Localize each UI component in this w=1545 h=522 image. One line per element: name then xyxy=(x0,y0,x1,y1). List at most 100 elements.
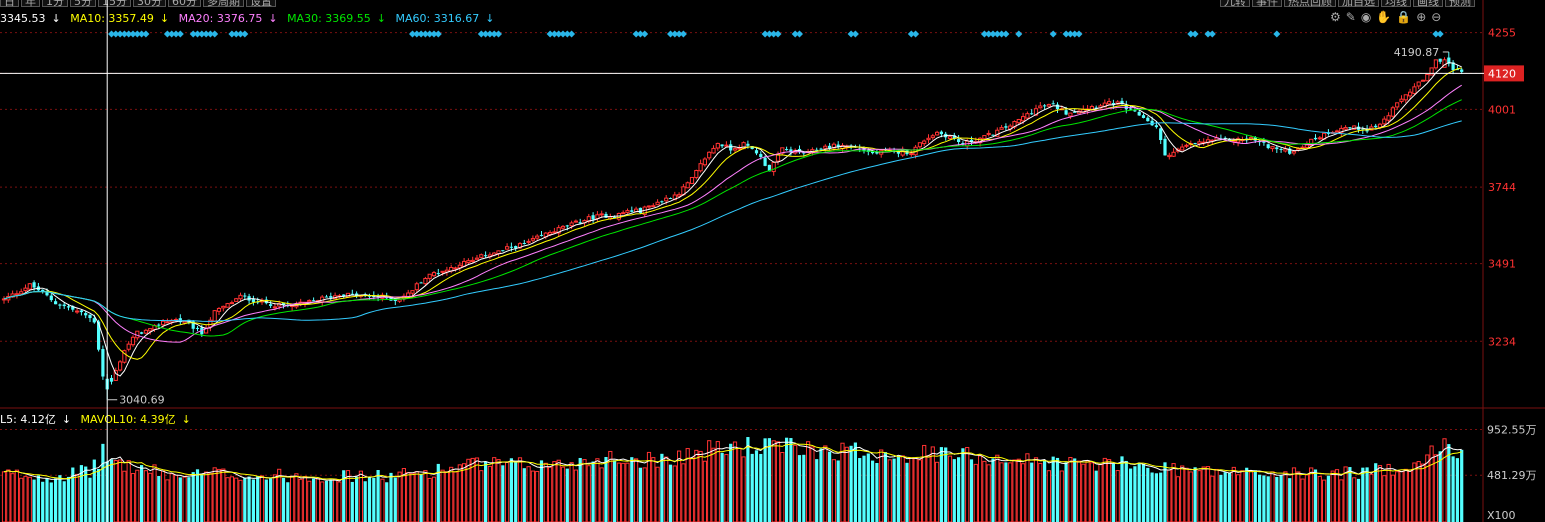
volume-bar-221 xyxy=(952,459,956,522)
volume-bar-290 xyxy=(1248,471,1254,522)
volume-bar-8 xyxy=(36,475,40,522)
zoom-out-icon[interactable]: ⊖ xyxy=(1431,10,1442,24)
candle-body-178 xyxy=(767,164,771,172)
volume-bar-147 xyxy=(634,458,639,522)
candle-278 xyxy=(1197,138,1202,147)
volume-bar-66 xyxy=(286,482,290,522)
toolbar-tab-0[interactable]: 九转 xyxy=(1220,0,1250,7)
toolbar-tab-4[interactable]: 均线 xyxy=(1381,0,1411,7)
candle-body-228 xyxy=(982,135,987,140)
volume-bar-287 xyxy=(1236,474,1241,522)
tab-period-2[interactable]: 1分 xyxy=(42,0,68,7)
candle-body-274 xyxy=(1180,146,1185,151)
candle-body-297 xyxy=(1279,149,1283,151)
event-marker-13-233 xyxy=(1002,30,1010,38)
pen-icon[interactable]: ✎ xyxy=(1345,10,1356,24)
toolbar-tab-2[interactable]: 热点回顾 xyxy=(1284,0,1336,7)
candle-body-152 xyxy=(655,201,660,206)
volume-bar-238 xyxy=(1025,453,1030,522)
volume-bar-40 xyxy=(173,474,179,522)
lock-icon[interactable]: 🔒 xyxy=(1396,10,1412,24)
volume-bar-26 xyxy=(113,460,118,522)
volume-bar-20 xyxy=(88,477,92,522)
candle-272 xyxy=(1171,148,1176,157)
volume-bar-274 xyxy=(1180,465,1185,522)
candle-100 xyxy=(431,271,437,278)
candle-128 xyxy=(552,227,557,234)
event-marker-20-334 xyxy=(1436,30,1444,38)
tab-period-1[interactable]: 年 xyxy=(21,0,40,7)
candle-body-319 xyxy=(1374,125,1378,128)
zoom-in-icon[interactable]: ⊕ xyxy=(1416,10,1427,24)
volume-bar-153 xyxy=(660,453,664,522)
tab-period-6[interactable]: 60分 xyxy=(168,0,201,7)
candle-body-53 xyxy=(229,302,235,305)
volume-bar-135 xyxy=(582,459,587,522)
event-marker-7-148 xyxy=(636,30,644,38)
candle-body-164 xyxy=(707,151,712,159)
tab-period-7[interactable]: 多周期 xyxy=(203,0,244,7)
candle-39 xyxy=(169,318,174,325)
candle-297 xyxy=(1279,147,1283,153)
volume-bar-301 xyxy=(1296,471,1301,522)
candle-body-124 xyxy=(535,235,540,239)
volume-bar-303 xyxy=(1304,474,1310,522)
event-marker-16-247 xyxy=(1062,30,1070,38)
volume-bar-101 xyxy=(436,463,440,522)
toolbar-tab-1[interactable]: 事件 xyxy=(1252,0,1282,7)
tab-period-4[interactable]: 15分 xyxy=(98,0,131,7)
candle-body-119 xyxy=(514,246,518,249)
event-marker-18-281 xyxy=(1208,30,1216,38)
event-marker-13-230 xyxy=(989,30,997,38)
toolbar-tab-5[interactable]: 画线 xyxy=(1413,0,1443,7)
candle-body-56 xyxy=(243,295,247,297)
volume-bar-269 xyxy=(1159,472,1163,522)
volume-bar-321 xyxy=(1382,475,1387,522)
volume-bar-88 xyxy=(380,478,385,522)
volume-bar-25 xyxy=(109,459,114,522)
crosshair-price-box xyxy=(1484,65,1524,82)
eye-icon[interactable]: ◉ xyxy=(1360,10,1372,24)
candle-body-306 xyxy=(1317,137,1322,140)
candle-body-58 xyxy=(251,299,255,303)
hand-icon[interactable]: ✋ xyxy=(1376,10,1392,24)
tab-period-3[interactable]: 5分 xyxy=(70,0,96,7)
candle-181 xyxy=(780,147,785,156)
volume-bar-133 xyxy=(573,469,578,522)
volume-bar-257 xyxy=(1107,459,1112,522)
volume-bar-6 xyxy=(27,476,32,522)
toolbar-tab-6[interactable]: 预测 xyxy=(1445,0,1475,7)
candle-156 xyxy=(672,191,677,201)
candle-72 xyxy=(312,297,316,302)
volume-bar-268 xyxy=(1154,473,1158,522)
candle-body-65 xyxy=(281,303,286,306)
candle-body-62 xyxy=(269,304,273,306)
volume-bar-193 xyxy=(831,459,836,522)
volume-bar-13 xyxy=(58,475,62,522)
volume-bar-237 xyxy=(1021,463,1026,522)
volume-bar-134 xyxy=(578,457,582,522)
tab-period-5[interactable]: 30分 xyxy=(133,0,166,7)
volume-bar-186 xyxy=(802,454,806,522)
candle-body-215 xyxy=(926,137,931,141)
event-marker-3-55 xyxy=(237,30,244,38)
tab-period-0[interactable]: 日 xyxy=(0,0,19,7)
settings-icon[interactable]: ⚙ xyxy=(1330,10,1341,24)
event-marker-0-25 xyxy=(108,30,115,38)
volume-bar-140 xyxy=(604,457,608,522)
candle-body-214 xyxy=(922,140,927,145)
tab-period-8[interactable]: 设置 xyxy=(246,0,276,7)
volume-bar-313 xyxy=(1348,467,1352,522)
toolbar-tab-3[interactable]: 加自选 xyxy=(1338,0,1379,7)
candle-body-296 xyxy=(1275,147,1279,150)
volume-bar-267 xyxy=(1150,472,1154,522)
volume-bar-217 xyxy=(935,461,940,522)
volume-bar-95 xyxy=(410,472,415,522)
candle-body-179 xyxy=(771,161,776,173)
candle-body-169 xyxy=(729,144,733,151)
candle-266 xyxy=(1146,116,1150,122)
candle-232 xyxy=(999,124,1004,130)
candle-body-97 xyxy=(419,282,423,284)
candle-152 xyxy=(655,199,660,206)
